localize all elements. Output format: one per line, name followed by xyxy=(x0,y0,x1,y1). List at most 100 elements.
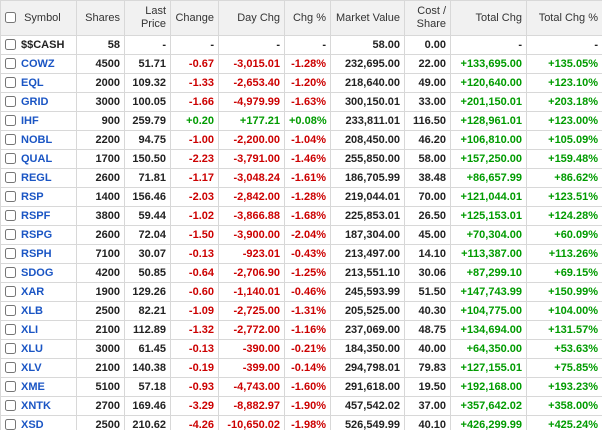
symbol-link[interactable]: XLU xyxy=(21,343,43,355)
cost-share-cell: 48.75 xyxy=(404,320,451,340)
symbol-link[interactable]: EQL xyxy=(21,77,44,89)
col-header-last-price[interactable]: Last Price xyxy=(124,0,171,36)
row-checkbox[interactable] xyxy=(5,172,16,183)
total-chg-pct-cell: +53.63% xyxy=(526,339,602,359)
symbol-link[interactable]: XME xyxy=(21,381,45,393)
symbol-link[interactable]: RSPH xyxy=(21,248,52,260)
cost-share-cell: 40.30 xyxy=(404,301,451,321)
col-header-change[interactable]: Change xyxy=(170,0,219,36)
col-header-day-chg[interactable]: Day Chg xyxy=(218,0,285,36)
row-checkbox[interactable] xyxy=(5,400,16,411)
row-checkbox[interactable] xyxy=(5,96,16,107)
total-chg-cell: +120,640.00 xyxy=(450,73,527,93)
symbol-link[interactable]: IHF xyxy=(21,115,39,127)
row-checkbox[interactable] xyxy=(5,134,16,145)
symbol-link[interactable]: RSPG xyxy=(21,229,53,241)
day-chg-cell: -3,015.01 xyxy=(218,54,285,74)
symbol-link[interactable]: XLB xyxy=(21,305,43,317)
row-checkbox[interactable] xyxy=(5,305,16,316)
select-all-checkbox[interactable] xyxy=(5,11,16,23)
market-value-cell: 237,069.00 xyxy=(330,320,405,340)
row-checkbox[interactable] xyxy=(5,115,16,126)
symbol-link[interactable]: QUAL xyxy=(21,153,53,165)
symbol-cell: SDOG xyxy=(0,263,77,283)
row-checkbox[interactable] xyxy=(5,362,16,373)
total-chg-cell: +426,299.99 xyxy=(450,415,527,430)
table-row: RSPF 3800 59.44 -1.02 -3,866.88 -1.68% 225,853… xyxy=(0,206,602,226)
shares-cell: 2700 xyxy=(76,396,125,416)
table-row: XSD 2500 210.62 -4.26 -10,650.02 -1.98% 526,54… xyxy=(0,415,602,430)
row-checkbox[interactable] xyxy=(5,153,16,164)
symbol-link[interactable]: RSPF xyxy=(21,210,51,222)
symbol-cell: GRID xyxy=(0,92,77,112)
symbol-link[interactable]: XAR xyxy=(21,286,45,298)
symbol-cell: RSPF xyxy=(0,206,77,226)
col-header-chg-pct[interactable]: Chg % xyxy=(284,0,331,36)
table-row: RSP 1400 156.46 -2.03 -2,842.00 -1.28% 219,044… xyxy=(0,187,602,207)
day-chg-cell: -2,706.90 xyxy=(218,263,285,283)
last-price-cell: 150.50 xyxy=(124,149,171,169)
total-chg-cell: +87,299.10 xyxy=(450,263,527,283)
market-value-cell: 205,525.00 xyxy=(330,301,405,321)
col-header-symbol[interactable]: Symbol xyxy=(0,0,77,36)
table-row: XLV 2100 140.38 -0.19 -399.00 -0.14% 294,798.0… xyxy=(0,358,602,378)
last-price-cell: 82.21 xyxy=(124,301,171,321)
row-checkbox[interactable] xyxy=(5,343,16,354)
row-checkbox[interactable] xyxy=(5,58,16,69)
row-checkbox[interactable] xyxy=(5,267,16,278)
last-price-cell: 61.45 xyxy=(124,339,171,359)
symbol-link[interactable]: XNTK xyxy=(21,400,51,412)
row-checkbox[interactable] xyxy=(5,324,16,335)
total-chg-cell: +133,695.00 xyxy=(450,54,527,74)
symbol-link[interactable]: NOBL xyxy=(21,134,53,146)
row-checkbox[interactable] xyxy=(5,419,16,430)
row-checkbox[interactable] xyxy=(5,191,16,202)
symbol-link[interactable]: XLI xyxy=(21,324,39,336)
cost-share-cell: 58.00 xyxy=(404,149,451,169)
symbol-link[interactable]: XSD xyxy=(21,419,44,430)
row-checkbox[interactable] xyxy=(5,229,16,240)
total-chg-pct-cell: +124.28% xyxy=(526,206,602,226)
market-value-cell: 213,551.10 xyxy=(330,263,405,283)
table-row: QUAL 1700 150.50 -2.23 -3,791.00 -1.46% 255,85… xyxy=(0,149,602,169)
market-value-cell: 232,695.00 xyxy=(330,54,405,74)
shares-cell: 1400 xyxy=(76,187,125,207)
col-header-market-value[interactable]: Market Value xyxy=(330,0,405,36)
day-chg-cell: - xyxy=(218,35,285,55)
symbol-link[interactable]: COWZ xyxy=(21,58,55,70)
shares-cell: 4500 xyxy=(76,54,125,74)
symbol-link[interactable]: GRID xyxy=(21,96,49,108)
row-checkbox[interactable] xyxy=(5,77,16,88)
change-cell: -1.02 xyxy=(170,206,219,226)
symbol-cell: RSPH xyxy=(0,244,77,264)
total-chg-cell: +106,810.00 xyxy=(450,130,527,150)
col-header-total-chg-pct[interactable]: Total Chg % xyxy=(526,0,602,36)
row-checkbox[interactable] xyxy=(5,39,16,50)
symbol-link[interactable]: RSP xyxy=(21,191,44,203)
col-header-shares[interactable]: Shares xyxy=(76,0,125,36)
symbol-link[interactable]: SDOG xyxy=(21,267,54,279)
change-cell: -1.09 xyxy=(170,301,219,321)
market-value-cell: 300,150.01 xyxy=(330,92,405,112)
symbol-link[interactable]: XLV xyxy=(21,362,42,374)
shares-cell: 4200 xyxy=(76,263,125,283)
cost-share-cell: 38.48 xyxy=(404,168,451,188)
col-header-total-chg[interactable]: Total Chg xyxy=(450,0,527,36)
symbol-cell: XLV xyxy=(0,358,77,378)
col-header-cost-share[interactable]: Cost / Share xyxy=(404,0,451,36)
row-checkbox[interactable] xyxy=(5,381,16,392)
symbol-cell: IHF xyxy=(0,111,77,131)
symbol-link[interactable]: REGL xyxy=(21,172,52,184)
row-checkbox[interactable] xyxy=(5,210,16,221)
cost-share-cell: 40.10 xyxy=(404,415,451,430)
change-cell: -0.13 xyxy=(170,244,219,264)
last-price-cell: 140.38 xyxy=(124,358,171,378)
chg-pct-cell: -1.63% xyxy=(284,92,331,112)
row-checkbox[interactable] xyxy=(5,286,16,297)
holdings-tbody: $$CASH 58- - - -58.00 0.00- - COWZ 4500 51.71 -0.6… xyxy=(0,35,602,430)
chg-pct-cell: -0.21% xyxy=(284,339,331,359)
symbol-cell: EQL xyxy=(0,73,77,93)
row-checkbox[interactable] xyxy=(5,248,16,259)
chg-pct-cell: -1.68% xyxy=(284,206,331,226)
chg-pct-cell: -1.28% xyxy=(284,54,331,74)
